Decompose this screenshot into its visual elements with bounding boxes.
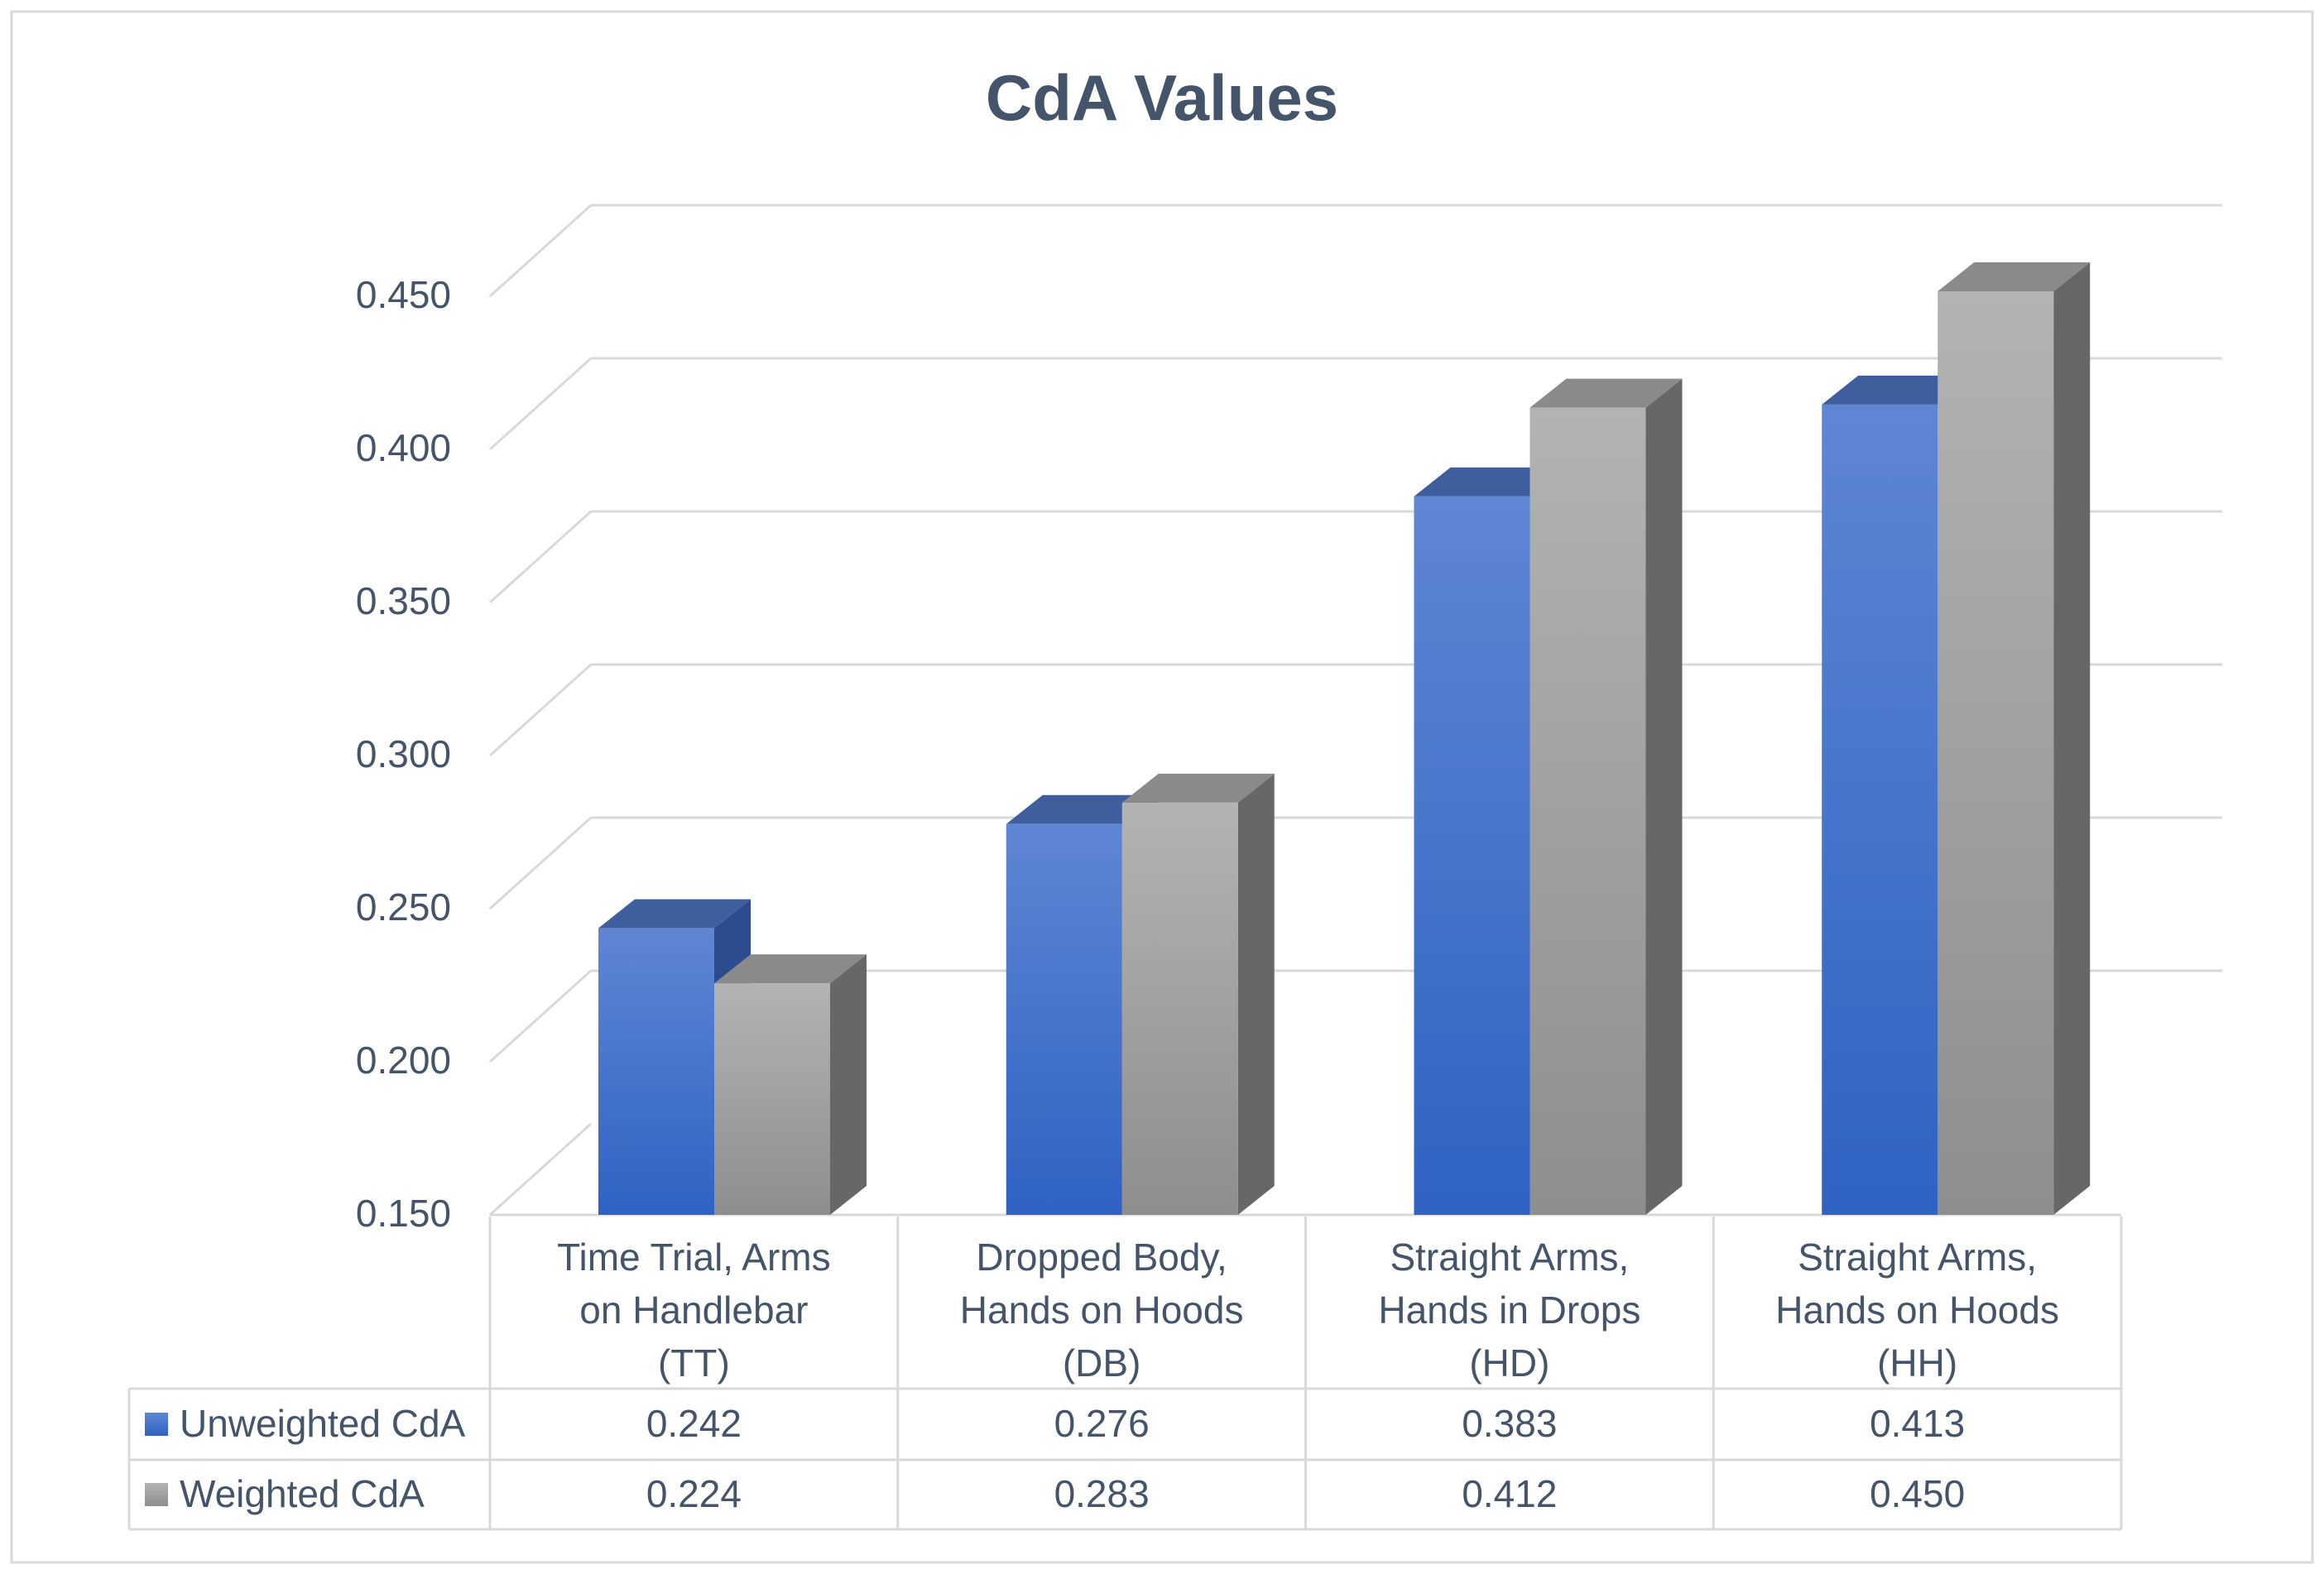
y-tick-label: 0.250: [356, 885, 451, 929]
bar-top: [1937, 262, 2091, 291]
chart-title: CdA Values: [986, 61, 1338, 134]
bar-side: [1237, 773, 1275, 1215]
y-tick-label: 0.350: [356, 579, 451, 622]
x-category-label: Time Trial, Arms: [557, 1236, 831, 1279]
y-tick-label: 0.200: [356, 1039, 451, 1082]
x-category-label: (HD): [1469, 1341, 1549, 1384]
bar-front: [1414, 496, 1530, 1215]
legend-label-unweighted: Unweighted CdA: [180, 1402, 466, 1445]
y-axis: 0.150 0.200 0.250 0.300 0.350 0.400 0.450: [356, 273, 451, 1235]
bar-top: [1822, 375, 1975, 405]
x-category-label: (DB): [1063, 1341, 1141, 1384]
bar-top: [714, 954, 867, 984]
y-tick-label: 0.450: [356, 273, 451, 316]
y-tick-label: 0.150: [356, 1192, 451, 1235]
bar-weighted-3: [1529, 378, 1683, 1216]
gridline-side: [488, 1122, 593, 1216]
table-value: 0.412: [1462, 1472, 1557, 1515]
x-category-label: Hands on Hoods: [960, 1288, 1244, 1332]
table-value: 0.383: [1462, 1402, 1557, 1445]
bar-top: [1529, 378, 1683, 408]
gridline-side: [488, 969, 593, 1063]
x-category-label: (TT): [658, 1341, 730, 1384]
bar-side: [830, 954, 867, 1215]
legend-label-weighted: Weighted CdA: [180, 1472, 425, 1515]
bar-front: [1822, 404, 1938, 1215]
x-category-label: (HH): [1877, 1341, 1957, 1384]
bar-front: [598, 928, 714, 1215]
legend-swatch-unweighted: [145, 1413, 168, 1436]
legend-swatch-weighted: [145, 1483, 168, 1506]
bar-weighted-1: [714, 954, 867, 1215]
x-category-label: Hands in Drops: [1378, 1288, 1640, 1332]
gridline-side: [488, 357, 593, 451]
gridline-side: [488, 204, 593, 298]
bar-front: [1121, 802, 1238, 1215]
table-value: 0.450: [1870, 1472, 1965, 1515]
table-value: 0.283: [1054, 1472, 1150, 1515]
table-value: 0.413: [1870, 1402, 1965, 1445]
data-table: Time Trial, Arms on Handlebar (TT) Dropped …: [127, 1216, 2123, 1531]
bar-top: [1006, 794, 1159, 824]
x-category-label: on Handlebar: [579, 1288, 808, 1332]
gridline-side: [488, 510, 593, 604]
bar-front: [1529, 407, 1646, 1216]
bars: [598, 262, 2091, 1216]
bar-top: [598, 899, 751, 929]
x-category-label: Straight Arms,: [1798, 1236, 2037, 1279]
x-category-label: Straight Arms,: [1390, 1236, 1629, 1279]
bar-front: [1937, 291, 2054, 1215]
gridline-side: [488, 663, 593, 757]
bar-top: [1121, 773, 1275, 803]
gridline-side: [488, 816, 593, 910]
bar-top: [1414, 467, 1567, 497]
bar-weighted-2: [1121, 773, 1275, 1215]
x-category-label: Hands on Hoods: [1775, 1288, 2059, 1332]
x-category-label: Dropped Body,: [976, 1236, 1227, 1279]
table-value: 0.276: [1054, 1402, 1150, 1445]
bar-side: [2053, 262, 2091, 1215]
table-value: 0.242: [646, 1402, 742, 1445]
y-tick-label: 0.300: [356, 732, 451, 775]
bar-front: [714, 983, 830, 1215]
table-value: 0.224: [646, 1472, 742, 1515]
bar-weighted-4: [1937, 262, 2091, 1215]
y-tick-label: 0.400: [356, 426, 451, 469]
bar-front: [1006, 823, 1122, 1215]
bar-side: [1645, 378, 1683, 1216]
